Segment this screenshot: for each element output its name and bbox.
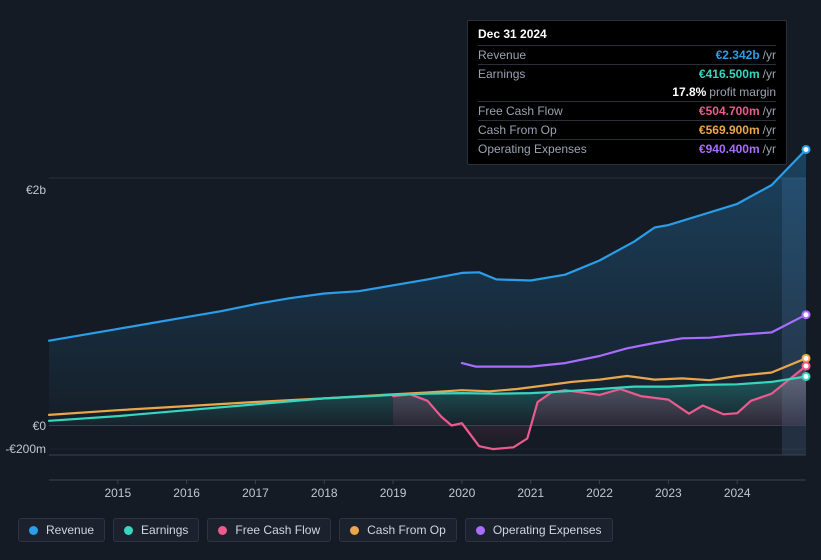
x-tick-label: 2019: [380, 486, 407, 500]
tooltip-metric-name: Operating Expenses: [478, 142, 587, 156]
tooltip-metric-name: Cash From Op: [478, 123, 557, 137]
tooltip-row: Cash From Op €569.900m/yr: [478, 120, 776, 139]
legend-item-cfo[interactable]: Cash From Op: [339, 518, 457, 542]
tooltip-row: Revenue €2.342b/yr: [478, 45, 776, 64]
y-tick-label: €0: [33, 419, 46, 433]
legend-swatch: [124, 526, 133, 535]
legend-item-fcf[interactable]: Free Cash Flow: [207, 518, 331, 542]
x-tick-label: 2016: [173, 486, 200, 500]
x-tick-label: 2018: [311, 486, 338, 500]
legend-swatch: [476, 526, 485, 535]
tooltip-row: Operating Expenses €940.400m/yr: [478, 139, 776, 158]
x-tick-label: 2015: [104, 486, 131, 500]
tooltip-metric-name: Earnings: [478, 67, 525, 81]
cfo-marker: [803, 355, 810, 362]
x-tick-label: 2017: [242, 486, 269, 500]
tooltip-metric-value: €940.400m/yr: [699, 142, 776, 156]
legend-swatch: [218, 526, 227, 535]
y-tick-label: -€200m: [5, 442, 46, 456]
opex-marker: [803, 311, 810, 318]
tooltip-metric-value: 17.8%profit margin: [672, 85, 776, 99]
legend-label: Cash From Op: [367, 523, 446, 537]
x-tick-label: 2021: [517, 486, 544, 500]
x-tick-label: 2024: [724, 486, 751, 500]
legend-item-opex[interactable]: Operating Expenses: [465, 518, 613, 542]
legend-item-earnings[interactable]: Earnings: [113, 518, 199, 542]
x-tick-label: 2022: [586, 486, 613, 500]
tooltip-date: Dec 31 2024: [478, 27, 776, 45]
tooltip-metric-value: €416.500m/yr: [699, 67, 776, 81]
tooltip-row: 17.8%profit margin: [478, 83, 776, 101]
chart-legend: Revenue Earnings Free Cash Flow Cash From O…: [18, 518, 613, 542]
revenue-area: [49, 150, 806, 426]
earnings-marker: [803, 373, 810, 380]
legend-label: Free Cash Flow: [235, 523, 320, 537]
tooltip-metric-name: Free Cash Flow: [478, 104, 563, 118]
legend-swatch: [350, 526, 359, 535]
legend-label: Operating Expenses: [493, 523, 602, 537]
tooltip-row: Free Cash Flow €504.700m/yr: [478, 101, 776, 120]
y-tick-label: €2b: [26, 183, 46, 197]
legend-item-revenue[interactable]: Revenue: [18, 518, 105, 542]
legend-label: Revenue: [46, 523, 94, 537]
legend-swatch: [29, 526, 38, 535]
tooltip-metric-value: €569.900m/yr: [699, 123, 776, 137]
hover-tooltip: Dec 31 2024 Revenue €2.342b/yr Earnings €41…: [467, 20, 787, 165]
legend-label: Earnings: [141, 523, 188, 537]
x-tick-label: 2023: [655, 486, 682, 500]
fcf-marker: [803, 363, 810, 370]
tooltip-row: Earnings €416.500m/yr: [478, 64, 776, 83]
x-tick-label: 2020: [449, 486, 476, 500]
tooltip-metric-value: €504.700m/yr: [699, 104, 776, 118]
tooltip-metric-name: Revenue: [478, 48, 526, 62]
tooltip-metric-value: €2.342b/yr: [716, 48, 776, 62]
tooltip-metric-name: [478, 85, 481, 99]
revenue-marker: [803, 146, 810, 153]
